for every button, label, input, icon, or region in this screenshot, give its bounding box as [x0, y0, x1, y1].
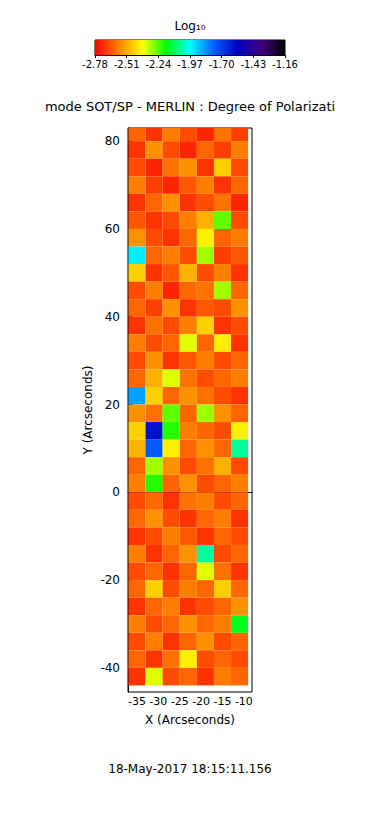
svg-text:20: 20	[105, 398, 120, 412]
svg-text:-15: -15	[214, 695, 232, 708]
svg-text:-35: -35	[128, 695, 146, 708]
svg-text:-1.97: -1.97	[177, 59, 203, 70]
svg-text:-1.43: -1.43	[240, 59, 266, 70]
svg-text:0: 0	[112, 485, 120, 499]
svg-text:-2.51: -2.51	[114, 59, 140, 70]
svg-text:-30: -30	[149, 695, 167, 708]
svg-text:-2.24: -2.24	[145, 59, 171, 70]
svg-text:-2.78: -2.78	[82, 59, 108, 70]
svg-text:-10: -10	[235, 695, 253, 708]
svg-text:-40: -40	[100, 661, 120, 675]
svg-text:Log₁₀: Log₁₀	[174, 19, 205, 33]
svg-text:-20: -20	[100, 573, 120, 587]
svg-text:-1.70: -1.70	[209, 59, 235, 70]
svg-text:X (Arcseconds): X (Arcseconds)	[145, 713, 235, 727]
svg-text:80: 80	[105, 134, 120, 148]
svg-text:60: 60	[105, 222, 120, 236]
svg-text:mode SOT/SP - MERLIN : Degree: mode SOT/SP - MERLIN : Degree of Polariz…	[45, 99, 335, 114]
svg-text:18-May-2017 18:15:11.156: 18-May-2017 18:15:11.156	[108, 762, 272, 776]
svg-text:Y (Arcseconds): Y (Arcseconds)	[81, 365, 95, 455]
svg-text:40: 40	[105, 310, 120, 324]
svg-text:-20: -20	[192, 695, 210, 708]
svg-text:-25: -25	[171, 695, 189, 708]
svg-text:-1.16: -1.16	[272, 59, 298, 70]
